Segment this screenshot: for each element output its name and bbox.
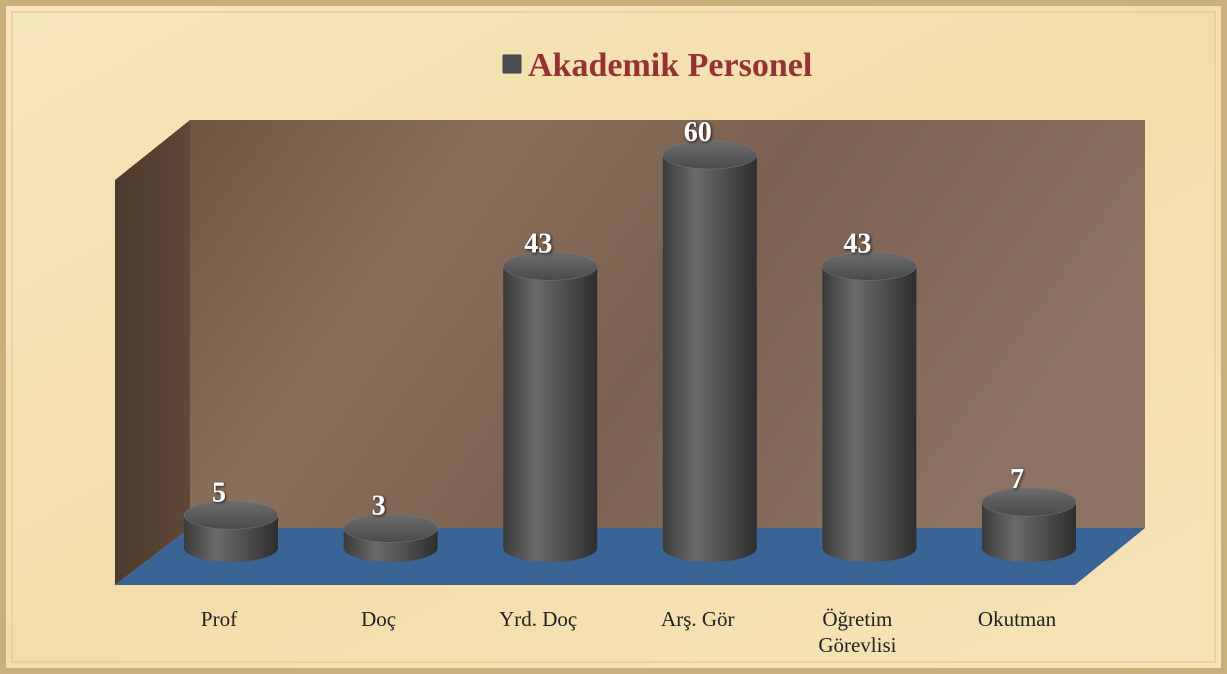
value-label: 60	[684, 117, 712, 148]
cylinder	[981, 487, 1077, 562]
cylinder-body	[662, 155, 757, 563]
cylinder	[822, 252, 917, 563]
cylinder	[662, 140, 758, 563]
cylinder-body	[822, 266, 917, 563]
legend-label: Akademik Personel	[528, 47, 812, 84]
cylinder-top	[183, 501, 279, 530]
inner-frame	[11, 11, 1216, 663]
cylinder-top	[343, 514, 438, 543]
cylinder-top	[822, 252, 917, 281]
value-label: 3	[372, 490, 386, 521]
cylinder-body	[503, 266, 598, 563]
value-label: 43	[843, 228, 871, 259]
x-tick-label: Arş. Gör	[661, 607, 735, 631]
x-tick-label: Yrd. Doç	[499, 607, 578, 631]
x-tick-label: Doç	[361, 607, 397, 631]
value-label: 5	[212, 477, 226, 508]
cylinder-top	[662, 140, 758, 170]
legend-marker	[502, 54, 522, 74]
x-tick-label: Öğretim Görevlisi	[818, 607, 897, 657]
value-label: 43	[524, 228, 552, 259]
cylinder-body	[982, 502, 1076, 562]
x-tick-label: Okutman	[977, 607, 1057, 631]
cylinder	[502, 252, 598, 563]
cylinder	[343, 514, 438, 563]
cylinder-top	[502, 252, 598, 281]
cylinder	[183, 501, 279, 562]
cylinder-top	[981, 487, 1077, 517]
x-tick-label: Prof	[200, 607, 238, 631]
value-label: 7	[1010, 464, 1024, 495]
side-wall	[115, 120, 190, 585]
